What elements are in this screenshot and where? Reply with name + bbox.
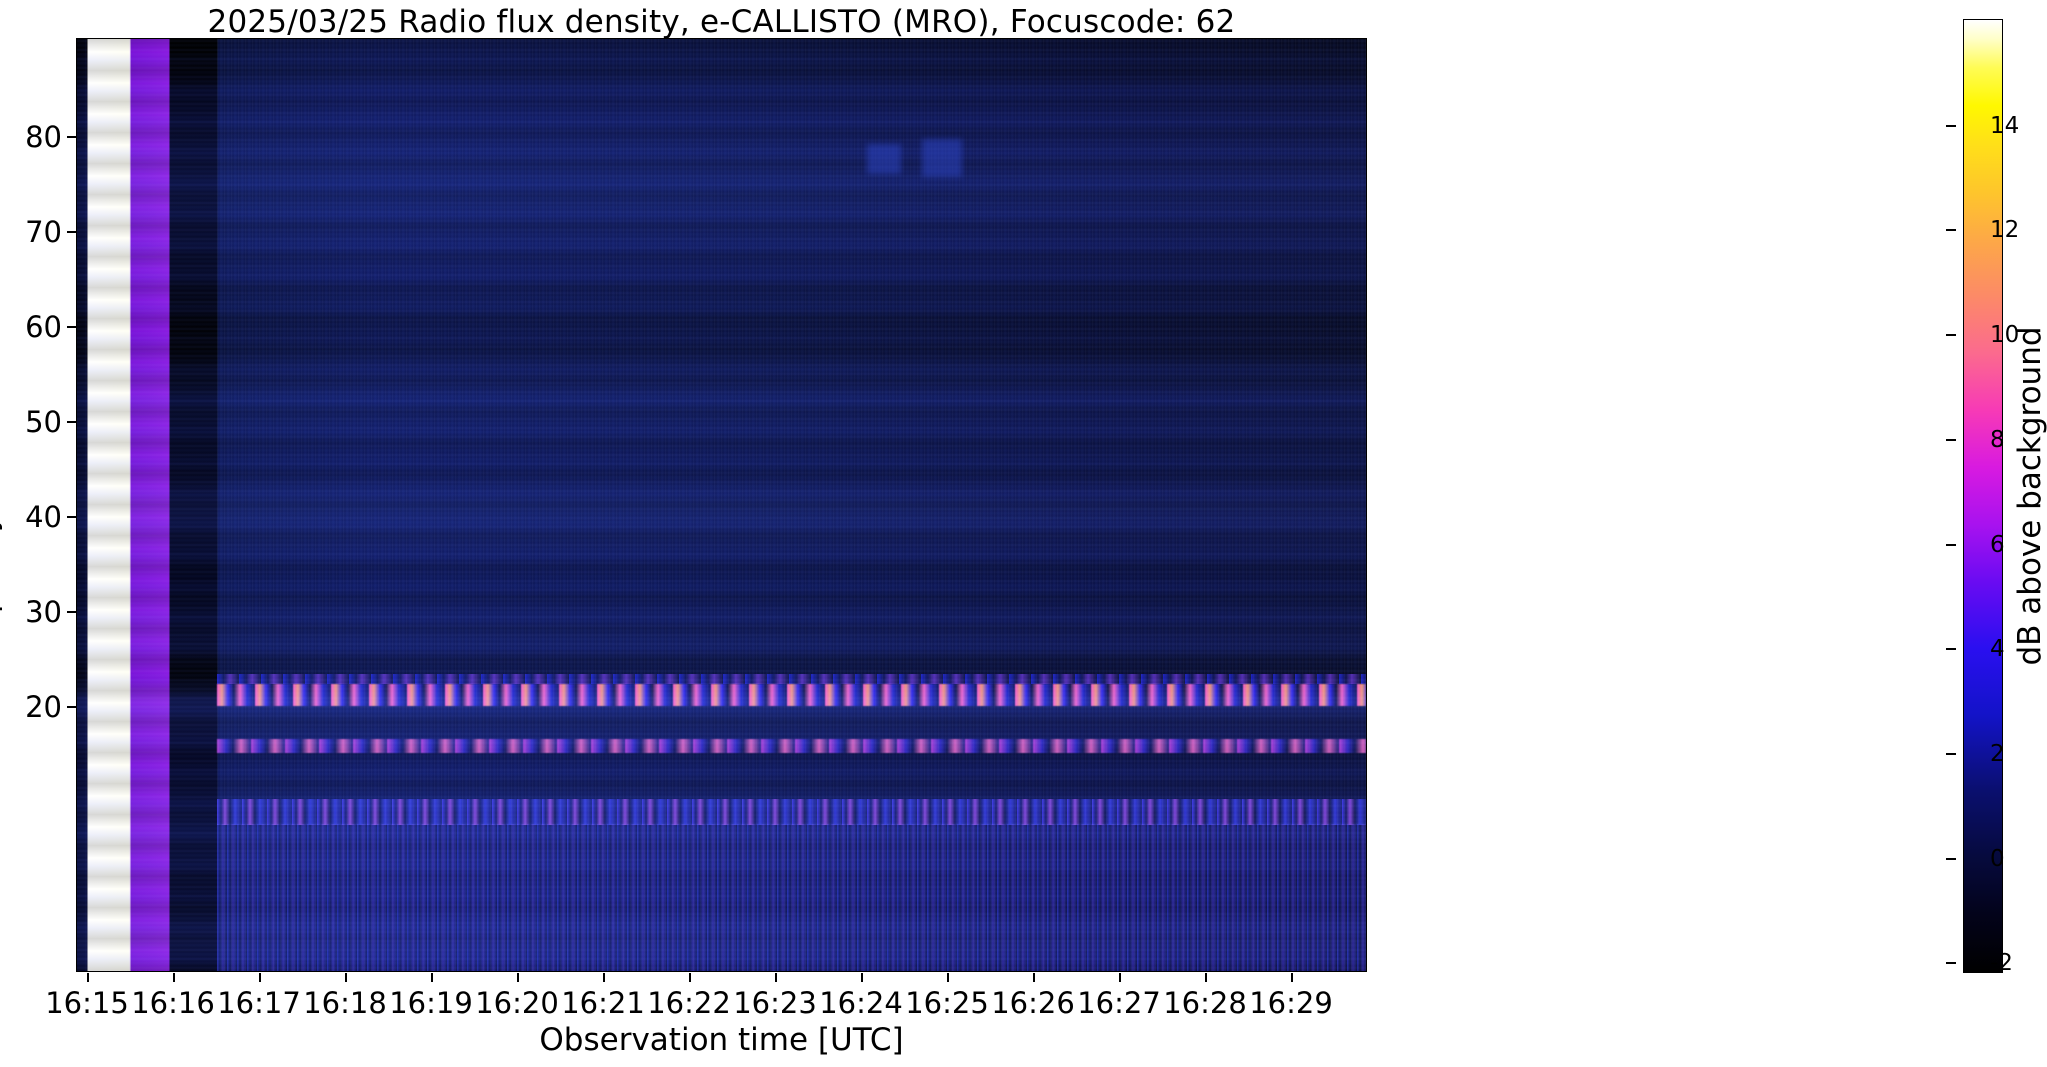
x-tick-mark <box>517 973 519 982</box>
x-tick-mark <box>173 973 175 982</box>
y-axis: Frequency [MHz] 80 70 60 50 40 30 20 <box>0 38 76 974</box>
x-tick-mark <box>603 973 605 982</box>
colorbar-tick-label: 6 <box>1990 532 2005 558</box>
x-tick-label: 16:25 <box>905 986 989 1020</box>
y-tick-label: 50 <box>25 405 62 439</box>
x-tick-mark <box>431 973 433 982</box>
colorbar-tick-label: 10 <box>1990 322 2020 348</box>
x-axis: 16:15 16:16 16:17 16:18 16:19 16:20 16:2… <box>45 973 1368 1033</box>
x-tick-label: 16:29 <box>1249 986 1333 1020</box>
colorbar-tick-mark <box>1946 753 1956 755</box>
x-tick-label: 16:26 <box>991 986 1075 1020</box>
colorbar-tick-label: 14 <box>1990 113 2020 139</box>
rfi-line-26mhz <box>217 684 1366 706</box>
y-tick-mark <box>67 516 76 518</box>
low-frequency-noise-zone <box>217 824 1366 971</box>
x-tick-mark <box>689 973 691 982</box>
x-tick-mark <box>861 973 863 982</box>
rfi-line-19mhz <box>217 799 1366 825</box>
y-tick-label: 30 <box>25 595 62 629</box>
colorbar-tick-mark <box>1946 648 1956 650</box>
colorbar-tick-label: 2 <box>1990 741 2005 767</box>
colorbar-tick-mark <box>1946 439 1956 441</box>
page-title: 2025/03/25 Radio flux density, e-CALLIST… <box>207 4 1236 40</box>
x-tick-mark <box>87 973 89 982</box>
x-tick-mark <box>775 973 777 982</box>
y-tick-label: 80 <box>25 120 62 154</box>
y-tick-mark <box>67 421 76 423</box>
x-tick-mark <box>947 973 949 982</box>
y-tick-label: 70 <box>25 215 62 249</box>
y-tick-label: 40 <box>25 500 62 534</box>
rfi-line-27mhz <box>217 674 1366 684</box>
x-tick-label: 16:28 <box>1163 986 1247 1020</box>
colorbar <box>1963 19 2003 973</box>
x-tick-label: 16:23 <box>733 986 817 1020</box>
x-tick-label: 16:18 <box>303 986 387 1020</box>
y-tick-mark <box>67 611 76 613</box>
y-tick-mark <box>67 136 76 138</box>
faint-patch-1624 <box>867 144 901 174</box>
colorbar-tick-mark <box>1946 858 1956 860</box>
x-tick-mark <box>1205 973 1207 982</box>
x-tick-mark <box>1291 973 1293 982</box>
x-tick-label: 16:15 <box>45 986 129 1020</box>
colorbar-tick-mark <box>1946 334 1956 336</box>
x-tick-label: 16:19 <box>389 986 473 1020</box>
faint-patch-1625 <box>922 139 962 177</box>
x-tick-label: 16:17 <box>217 986 301 1020</box>
x-axis-label: Observation time [UTC] <box>539 1022 904 1058</box>
colorbar-tick-label: -2 <box>1990 950 2013 976</box>
y-axis-label: Frequency [MHz] <box>0 416 4 670</box>
x-tick-label: 16:27 <box>1077 986 1161 1020</box>
x-tick-mark <box>259 973 261 982</box>
x-tick-label: 16:16 <box>131 986 215 1020</box>
x-tick-label: 16:24 <box>819 986 903 1020</box>
colorbar-tick-mark <box>1946 544 1956 546</box>
colorbar-tick-mark <box>1946 229 1956 231</box>
x-tick-mark <box>1119 973 1121 982</box>
colorbar-tick-mark <box>1946 125 1956 127</box>
x-tick-label: 16:22 <box>647 986 731 1020</box>
colorbar-tick-label: 8 <box>1990 427 2005 453</box>
x-tick-label: 16:20 <box>475 986 559 1020</box>
spectrogram-plot-area <box>76 38 1367 972</box>
colorbar-label: dB above background <box>2012 326 2047 666</box>
y-tick-label: 60 <box>25 310 62 344</box>
rfi-line-22mhz <box>217 739 1366 753</box>
y-tick-mark <box>67 706 76 708</box>
colorbar-tick-mark <box>1946 962 1956 964</box>
y-tick-label: 20 <box>25 690 62 724</box>
colorbar-tick-label: 4 <box>1990 636 2005 662</box>
x-tick-label: 16:21 <box>561 986 645 1020</box>
y-tick-mark <box>67 231 76 233</box>
y-tick-mark <box>67 326 76 328</box>
x-tick-mark <box>345 973 347 982</box>
x-tick-mark <box>1033 973 1035 982</box>
colorbar-tick-label: 12 <box>1990 217 2020 243</box>
colorbar-tick-label: 0 <box>1990 846 2005 872</box>
